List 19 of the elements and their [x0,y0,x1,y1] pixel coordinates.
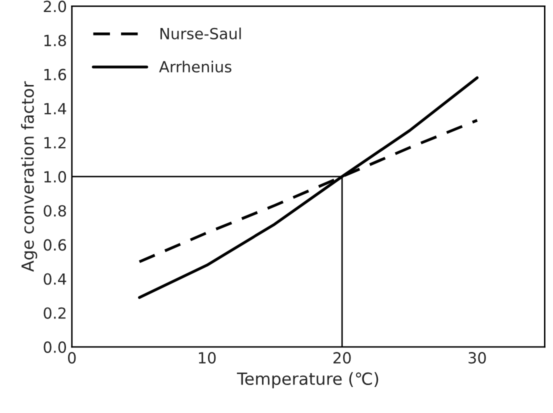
y-tick-label: 1.8 [44,34,66,46]
x-tick-label: 30 [468,352,486,364]
y-tick-label: 1.2 [44,136,66,148]
x-axis-title: Temperature (℃) [236,372,378,388]
legend-label: Nurse-Saul [160,28,241,40]
y-tick-label: 2.0 [44,0,66,12]
x-tick-label: 20 [333,352,351,364]
y-axis-title: Age converation factor [21,81,38,272]
y-tick-label: 0.0 [44,341,66,353]
y-tick-label: 0.6 [44,239,66,251]
y-tick-label: 1.0 [44,171,66,183]
y-tick-label: 0.2 [44,307,66,319]
y-tick-label: 1.4 [44,103,66,114]
x-tick-label: 0 [68,352,76,364]
y-tick-label: 0.8 [44,205,66,217]
legend-label: Arrhenius [159,60,232,73]
y-tick-label: 1.6 [44,68,66,80]
x-tick-label: 10 [198,352,216,364]
y-tick-label: 0.4 [44,273,66,285]
